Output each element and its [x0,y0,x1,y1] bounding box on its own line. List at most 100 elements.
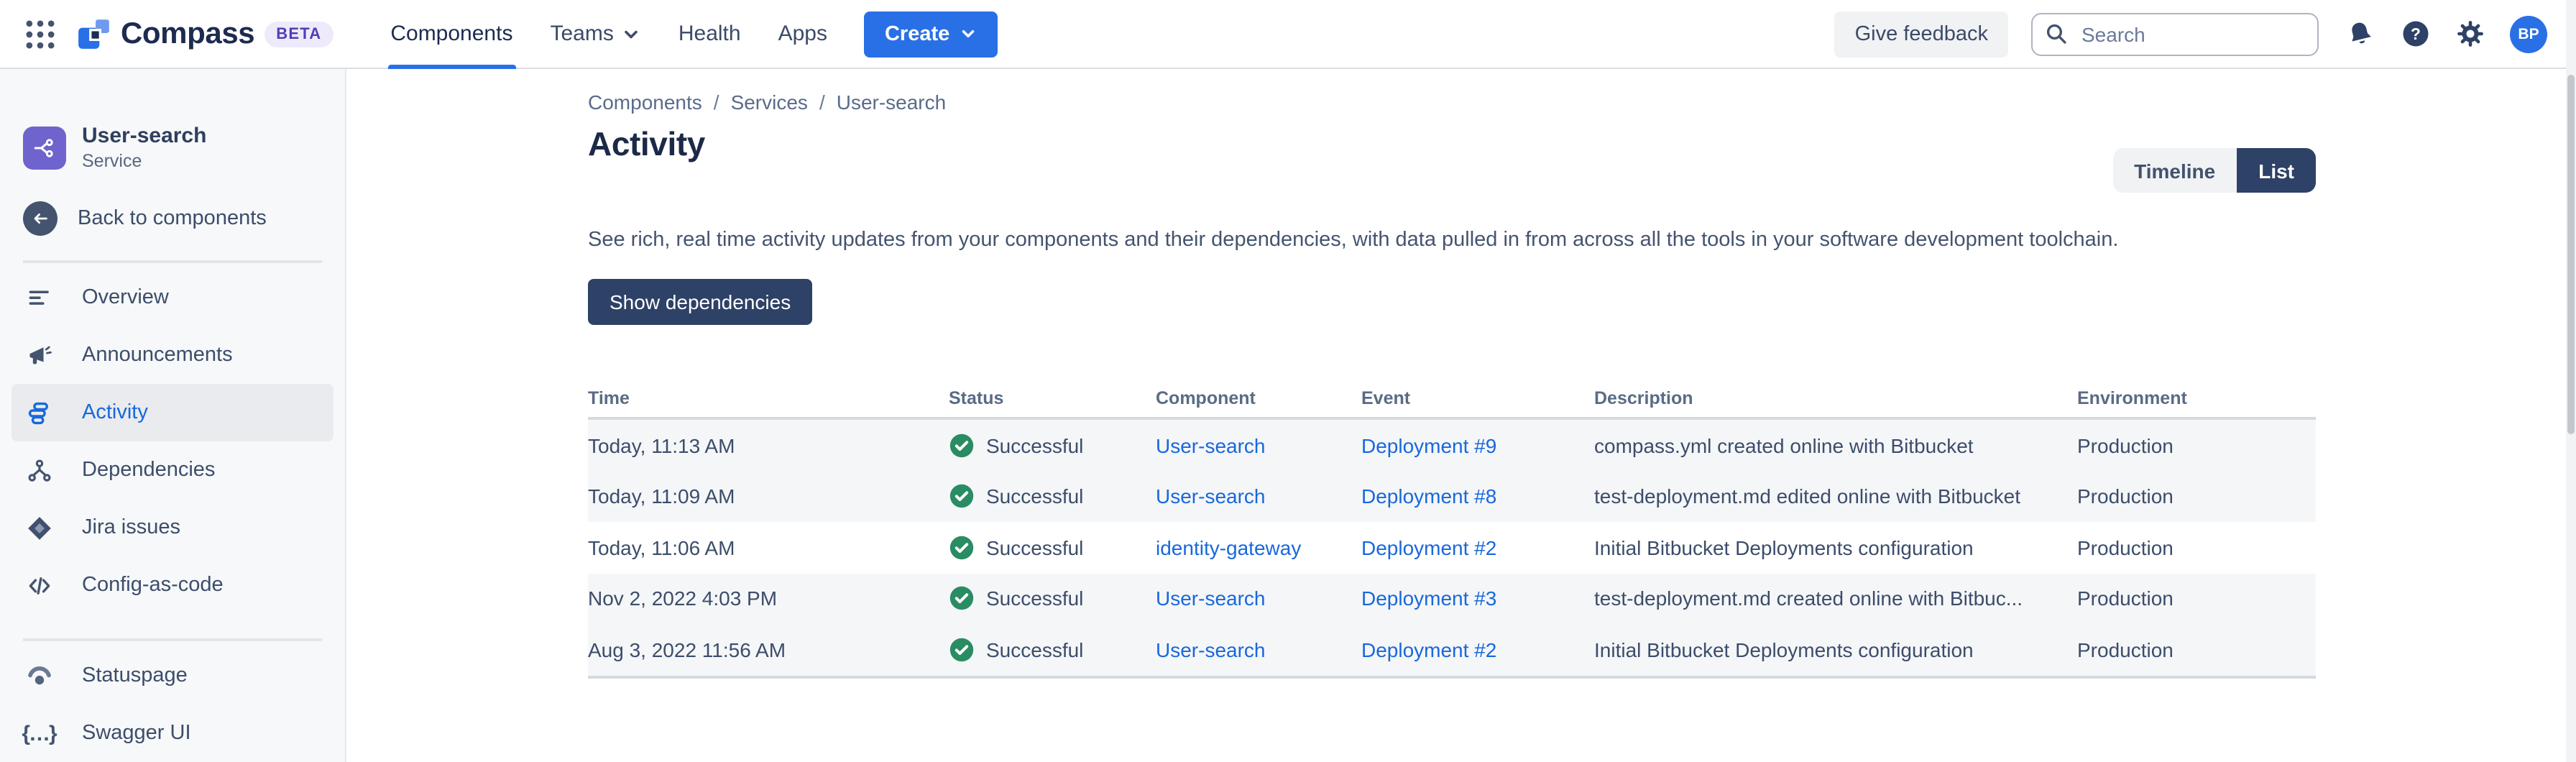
component-link[interactable]: User-search [1156,587,1266,610]
sidebar-item-swagger-ui[interactable]: {…} Swagger UI [12,704,334,762]
help-button[interactable]: ? [2401,19,2431,49]
success-check-icon [949,638,974,661]
back-to-components-link[interactable]: Back to components [0,201,345,236]
sidebar-item-announcements[interactable]: Announcements [12,326,334,384]
sidebar-item-statuspage[interactable]: Statuspage [12,647,334,704]
table-row: Today, 11:13 AM Successful User-search D… [588,420,2316,471]
sidebar-item-activity[interactable]: Activity [12,384,334,441]
sidebar: User-search Service Back to components [0,69,346,762]
user-avatar[interactable]: BP [2510,15,2547,52]
component-link[interactable]: User-search [1156,485,1266,508]
activity-table: Time Status Component Event Description … [588,380,2316,678]
nav-item-components[interactable]: Components [387,0,516,68]
cell-time: Nov 2, 2022 4:03 PM [588,587,778,610]
avatar-initials: BP [2518,25,2539,42]
page-scrollbar[interactable] [2566,0,2576,762]
give-feedback-button[interactable]: Give feedback [1834,11,2008,57]
compass-logo[interactable]: Compass BETA [76,16,334,52]
bell-icon [2352,22,2371,43]
success-check-icon [949,587,974,610]
sidebar-item-label: Activity [82,401,148,424]
jira-icon [24,513,53,542]
service-icon [23,126,66,169]
cell-time: Today, 11:09 AM [588,485,735,508]
create-button[interactable]: Create [864,11,998,57]
nav-item-teams-label: Teams [550,22,614,46]
cell-time: Today, 11:06 AM [588,536,735,559]
show-dependencies-button[interactable]: Show dependencies [588,279,813,325]
global-search[interactable] [2031,12,2319,55]
list-view-button[interactable]: List [2237,148,2316,193]
page-description: See rich, real time activity updates fro… [588,229,2119,252]
timeline-view-button[interactable]: Timeline [2112,148,2237,193]
component-link[interactable]: identity-gateway [1156,536,1302,559]
cell-environment: Production [2077,587,2174,610]
nav-right-cluster: ? BP [2345,15,2547,52]
chevron-down-icon [625,29,638,38]
settings-button[interactable] [2455,19,2485,49]
table-row: Today, 11:06 AM Successful identity-gate… [588,522,2316,573]
event-link[interactable]: Deployment #3 [1361,587,1497,610]
table-row: Aug 3, 2022 11:56 AM Successful User-sea… [588,624,2316,675]
breadcrumb-separator: / [819,91,825,114]
nav-item-teams[interactable]: Teams [550,0,640,68]
notifications-button[interactable] [2345,18,2376,50]
search-input[interactable] [2079,21,2306,47]
create-button-label: Create [884,22,950,45]
sidebar-item-label: Announcements [82,344,233,367]
breadcrumb-components[interactable]: Components [588,91,702,114]
back-arrow-icon [23,201,58,236]
nav-item-health[interactable]: Health [678,22,741,46]
event-link[interactable]: Deployment #2 [1361,536,1497,559]
scrollbar-thumb[interactable] [2567,75,2575,434]
cell-description: test-deployment.md created online with B… [1594,587,2023,610]
sidebar-item-config-as-code[interactable]: Config-as-code [12,556,334,614]
cell-description: compass.yml created online with Bitbucke… [1594,433,1974,457]
search-icon [2046,24,2066,44]
chevron-down-icon [961,29,974,38]
compass-logo-icon [78,19,109,49]
curly-braces-glyph: {…} [22,721,57,745]
success-check-icon [949,485,974,508]
component-type: Service [82,151,142,171]
overview-icon [24,283,53,312]
app-switcher-button[interactable] [22,15,59,52]
cell-environment: Production [2077,638,2174,661]
activity-icon [24,398,53,427]
breadcrumb-user-search[interactable]: User-search [836,91,947,114]
cell-time: Aug 3, 2022 11:56 AM [588,638,786,661]
help-glyph: ? [2411,24,2421,43]
cell-description: Initial Bitbucket Deployments configurat… [1594,638,1974,661]
sidebar-item-overview[interactable]: Overview [12,269,334,326]
view-toggle: Timeline List [2112,148,2316,193]
breadcrumb-services[interactable]: Services [730,91,808,114]
column-header-status: Status [949,388,1004,408]
compass-wordmark: Compass [121,17,255,50]
sidebar-item-dependencies[interactable]: Dependencies [12,441,334,499]
page-title: Activity [588,125,705,162]
cell-status: Successful [949,433,1156,459]
event-link[interactable]: Deployment #9 [1361,433,1497,457]
cell-status: Successful [949,535,1156,561]
main-content: Components / Services / User-search Acti… [346,69,2576,762]
curly-braces-icon: {…} [22,719,57,748]
sidebar-divider [23,260,322,263]
column-header-description: Description [1594,388,1693,408]
help-icon: ? [2403,21,2429,47]
event-link[interactable]: Deployment #2 [1361,638,1497,661]
cell-status: Successful [949,637,1156,663]
column-header-event: Event [1361,388,1411,408]
sidebar-item-label: Jira issues [82,516,180,539]
cell-environment: Production [2077,433,2174,457]
back-to-components-label: Back to components [78,207,267,230]
sidebar-item-jira-issues[interactable]: Jira issues [12,499,334,556]
event-link[interactable]: Deployment #8 [1361,485,1497,508]
sidebar-item-label: Dependencies [82,459,216,482]
column-header-environment: Environment [2077,388,2187,408]
column-header-component: Component [1156,388,1256,408]
component-link[interactable]: User-search [1156,433,1266,457]
component-link[interactable]: User-search [1156,638,1266,661]
success-check-icon [949,536,974,559]
sidebar-item-label: Swagger UI [82,722,191,745]
nav-item-apps[interactable]: Apps [778,22,827,46]
